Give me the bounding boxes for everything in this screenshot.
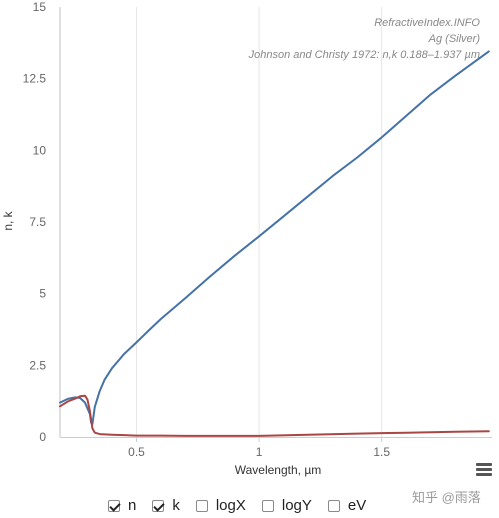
series-line-k <box>59 50 490 426</box>
y-tick-label: 10 <box>33 143 47 157</box>
y-tick-label: 15 <box>33 0 47 14</box>
toggle-logx[interactable]: logX <box>195 497 246 514</box>
x-tick-label: 0.5 <box>128 445 145 459</box>
credit-dataset: Johnson and Christy 1972: n,k 0.188–1.93… <box>248 49 480 61</box>
chart-credit: RefractiveIndex.INFO Ag (Silver) Johnson… <box>248 17 481 61</box>
checkbox-logy[interactable] <box>261 499 274 512</box>
toggle-logx-label: logX <box>215 497 246 514</box>
series-lines <box>59 50 490 437</box>
hamburger-menu-icon[interactable] <box>476 463 492 477</box>
y-tick-label: 0 <box>39 430 46 444</box>
credit-material: Ag (Silver) <box>428 33 481 45</box>
checkbox-logx[interactable] <box>195 499 208 512</box>
checkbox-n[interactable] <box>108 499 120 512</box>
toggle-logy[interactable]: logY <box>261 497 312 514</box>
toggle-logy-label: logY <box>281 497 312 514</box>
x-axis-label: Wavelength, µm <box>235 463 322 477</box>
series-toggle-controls: n k logX logY eV <box>108 497 382 514</box>
checkbox-k[interactable] <box>152 499 165 512</box>
watermark: 知乎 @雨落 <box>412 490 481 505</box>
credit-site: RefractiveIndex.INFO <box>374 17 480 29</box>
toggle-n[interactable]: n <box>108 497 136 514</box>
toggle-ev-label: eV <box>347 497 367 514</box>
y-tick-label: 12.5 <box>23 72 47 86</box>
checkbox-ev[interactable] <box>327 499 340 512</box>
y-tick-label: 7.5 <box>29 215 46 229</box>
x-tick-label: 1.5 <box>373 445 390 459</box>
x-tick-label: 1 <box>256 445 263 459</box>
toggle-ev[interactable]: eV <box>327 497 367 514</box>
series-line-n <box>59 394 490 437</box>
toggle-k-label: k <box>172 497 180 514</box>
grid-lines <box>59 7 492 438</box>
y-axis-ticks: 0 2.5 5 7.5 10 12.5 15 <box>23 0 47 444</box>
y-tick-label: 5 <box>39 287 46 301</box>
y-tick-label: 2.5 <box>29 358 46 372</box>
toggle-n-label: n <box>128 497 137 514</box>
toggle-k[interactable]: k <box>152 497 180 514</box>
y-axis-label: n, k <box>1 210 15 230</box>
x-axis-ticks: 0.5 1 1.5 <box>128 437 390 459</box>
